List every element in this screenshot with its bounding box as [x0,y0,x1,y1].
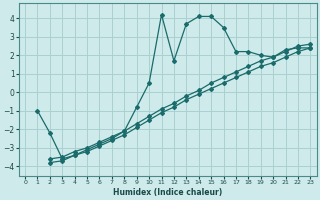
X-axis label: Humidex (Indice chaleur): Humidex (Indice chaleur) [113,188,222,197]
